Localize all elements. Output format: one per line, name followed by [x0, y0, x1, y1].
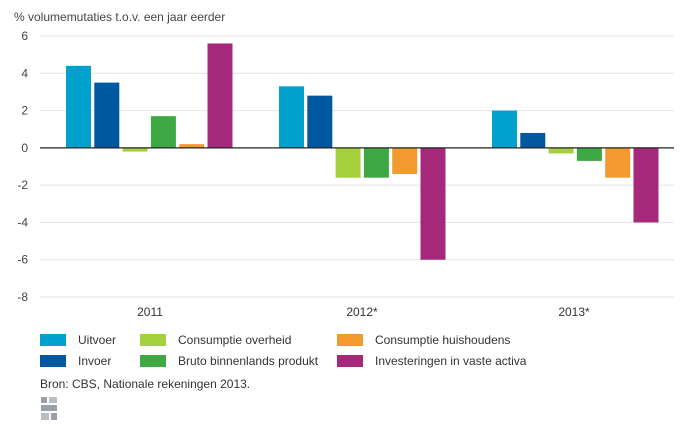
y-tick-label: 0	[21, 141, 28, 155]
legend-label: Consumptie huishoudens	[375, 333, 511, 347]
y-tick-label: 6	[21, 29, 28, 43]
legend-item-5: Consumptie huishoudens	[337, 333, 510, 347]
legend-label: Bruto binnenlands produkt	[178, 354, 319, 368]
y-tick-label: -6	[17, 253, 28, 267]
legend-swatch	[140, 334, 166, 346]
bar-3-2	[335, 147, 361, 178]
bar-1-3	[492, 110, 517, 148]
bar-1-1	[66, 65, 91, 148]
source-note: Bron: CBS, Nationale rekeningen 2013.	[40, 377, 251, 391]
bar-2-1	[94, 82, 120, 148]
bar-3-3	[548, 147, 574, 154]
legend-label: Investeringen in vaste activa	[375, 354, 527, 368]
bar-2-2	[307, 95, 333, 148]
legend-label: Invoer	[78, 354, 112, 368]
legend-label: Uitvoer	[78, 333, 117, 347]
y-tick-label: 2	[21, 104, 28, 118]
x-tick-label: 2011	[137, 305, 163, 319]
bar-4-2	[363, 147, 389, 178]
legend-item-2: Invoer	[40, 354, 111, 368]
legend-label: Consumptie overheid	[178, 333, 292, 347]
cbs-logo-icon	[41, 397, 57, 420]
y-tick-label: -2	[17, 178, 28, 192]
legend: Uitvoer Invoer Consumptie overheid Bruto bi…	[40, 333, 640, 377]
legend-swatch	[40, 334, 66, 346]
x-tick-label: 2012*	[346, 305, 378, 319]
legend-swatch	[337, 355, 363, 367]
legend-item-6: Investeringen in vaste activa	[337, 354, 526, 368]
x-tick-labels: 2011 2012* 2013*	[137, 305, 590, 319]
x-tick-label: 2013*	[558, 305, 590, 319]
legend-item-3: Consumptie overheid	[140, 333, 291, 347]
y-tick-label: -8	[17, 290, 28, 304]
bar-5-1	[179, 144, 205, 148]
bar-6-1	[207, 43, 233, 148]
bar-2-3	[520, 132, 546, 148]
bar-5-3	[605, 147, 631, 178]
gridlines	[40, 35, 674, 298]
y-tick-labels: 6 4 2 0 -2 -4 -6 -8	[17, 29, 28, 304]
bar-1-2	[279, 86, 304, 148]
legend-swatch	[337, 334, 363, 346]
bar-3-1	[122, 147, 148, 152]
legend-item-1: Uitvoer	[40, 333, 116, 347]
y-tick-label: 4	[21, 66, 28, 80]
bar-6-2	[420, 147, 446, 260]
bar-chart: 6 4 2 0 -2 -4 -6 -8 2011 2012* 2013*	[17, 29, 674, 319]
bar-6-3	[633, 147, 659, 223]
y-axis-label: % volumemutaties t.o.v. een jaar eerder	[14, 10, 226, 24]
y-tick-label: -4	[17, 215, 28, 229]
legend-swatch	[40, 355, 66, 367]
bars	[66, 43, 659, 260]
bar-4-1	[150, 116, 176, 148]
bar-5-2	[392, 147, 418, 174]
legend-item-4: Bruto binnenlands produkt	[140, 354, 318, 368]
bar-4-3	[576, 147, 602, 161]
legend-swatch	[140, 355, 166, 367]
